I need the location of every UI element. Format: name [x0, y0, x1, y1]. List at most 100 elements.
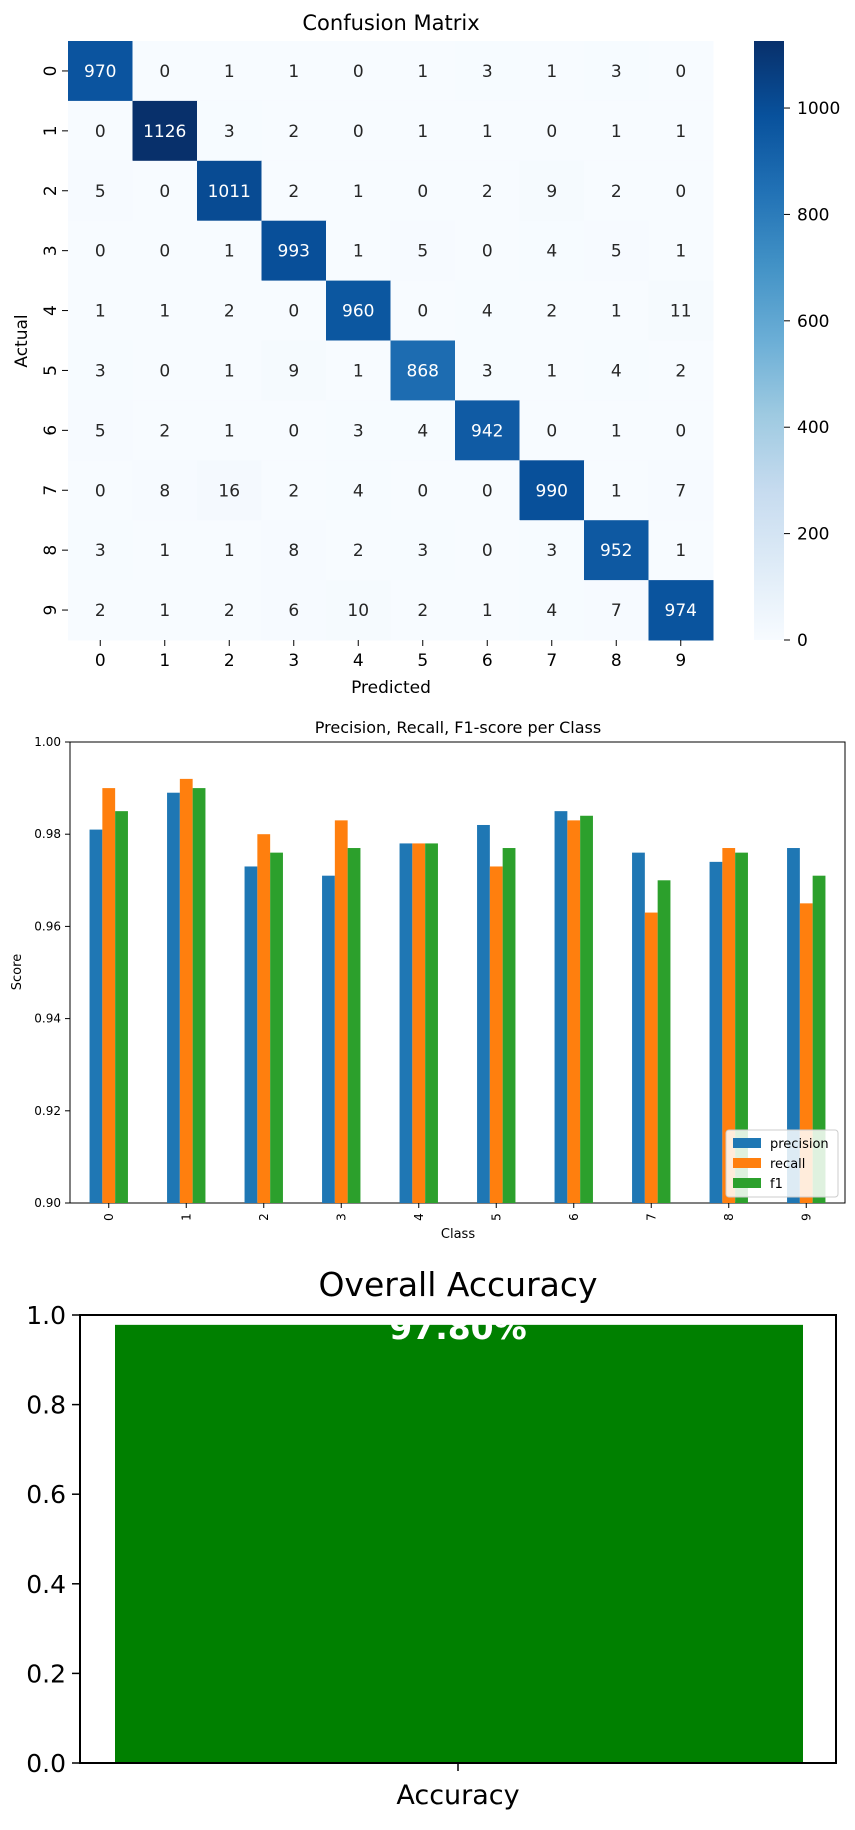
metrics-bar-recall [799, 903, 813, 1203]
cm-cell [390, 340, 456, 401]
cm-cell-label: 1 [353, 182, 364, 202]
cm-cell-label: 3 [546, 541, 557, 561]
cm-x-tick-label: 1 [159, 651, 170, 671]
cm-x-tick-label: 9 [675, 651, 686, 671]
accuracy-bar [115, 1324, 803, 1763]
cm-cell [390, 100, 456, 162]
cm-colorbar-tick-label: 200 [797, 525, 829, 545]
cm-colorbar [754, 41, 784, 640]
cm-cell [261, 100, 327, 162]
cm-x-label: Predicted [351, 678, 431, 698]
cm-cell-label: 952 [600, 541, 632, 561]
accuracy-y-tick-label: 0.2 [26, 1659, 66, 1688]
cm-cell-label: 1 [675, 242, 686, 262]
cm-cell [261, 160, 327, 222]
cm-cell [261, 340, 327, 401]
cm-cell-label: 2 [611, 182, 622, 202]
cm-cell [455, 41, 520, 102]
cm-cell [455, 160, 520, 222]
cm-cell-label: 16 [218, 481, 240, 501]
metrics-bar-recall [102, 788, 116, 1203]
cm-cell [68, 100, 133, 162]
cm-cell [519, 160, 585, 222]
accuracy-value-label: 97.80% [389, 1308, 526, 1347]
cm-cell [455, 100, 520, 162]
cm-cell-label: 0 [675, 62, 686, 82]
metrics-bar-recall [644, 912, 658, 1203]
metrics-bar-recall [257, 834, 271, 1203]
cm-cell-label: 0 [546, 421, 557, 441]
accuracy-y-tick-label: 0.6 [26, 1480, 66, 1509]
cm-cell-label: 0 [159, 361, 170, 381]
cm-cell [326, 220, 391, 282]
metrics-bar-precision [399, 843, 413, 1203]
metrics-bar-f1 [270, 852, 283, 1203]
cm-cell [519, 520, 585, 581]
metrics-y-tick-label: 0.92 [34, 1104, 61, 1118]
cm-cell-label: 1 [159, 601, 170, 621]
cm-cell-label: 942 [471, 421, 503, 441]
metrics-legend-swatch [733, 1138, 761, 1148]
cm-cell [455, 520, 520, 581]
cm-cell [197, 280, 262, 341]
metrics-bar-f1 [580, 815, 593, 1203]
cm-cell [197, 160, 262, 222]
metrics-title: Precision, Recall, F1-score per Class [315, 718, 601, 737]
cm-cell-label: 9 [546, 182, 557, 202]
accuracy-y-tick-label: 0.8 [26, 1391, 66, 1420]
metrics-bar-f1 [192, 788, 206, 1203]
cm-colorbar-tick-label: 0 [797, 631, 808, 651]
cm-cell [648, 100, 714, 162]
cm-cell [584, 460, 649, 521]
cm-cell [519, 41, 585, 102]
metrics-bar-recall [489, 866, 503, 1203]
cm-cell-label: 974 [665, 601, 697, 621]
cm-cell [68, 580, 133, 641]
cm-cell-label: 4 [546, 242, 557, 262]
cm-cell-label: 4 [482, 302, 493, 322]
cm-cell-label: 1011 [208, 182, 251, 202]
cm-cell [648, 400, 714, 461]
cm-cell [326, 580, 391, 641]
cm-x-tick-label: 5 [417, 651, 428, 671]
cm-cell [261, 41, 327, 102]
cm-cell-label: 0 [159, 182, 170, 202]
metrics-bar-precision [167, 792, 180, 1203]
cm-cell-label: 0 [159, 242, 170, 262]
cm-cell-label: 2 [95, 601, 106, 621]
metrics-bar-f1 [347, 848, 361, 1203]
cm-cell-label: 1126 [143, 122, 186, 142]
metrics-legend: precision recall f1 [725, 1129, 839, 1198]
cm-cell-label: 970 [84, 62, 116, 82]
metrics-x-ticks: 0 1 2 3 4 5 6 7 8 9 [102, 1203, 813, 1221]
cm-cell-label: 0 [675, 421, 686, 441]
metrics-legend-label: f1 [770, 1177, 783, 1192]
cm-cell-label: 1 [675, 541, 686, 561]
metrics-x-tick-label: 9 [799, 1213, 813, 1221]
cm-cell-label: 3 [95, 541, 106, 561]
cm-cell-label: 4 [353, 481, 364, 501]
metrics-bar-recall [334, 820, 348, 1203]
cm-cell-label: 1 [546, 62, 557, 82]
cm-cell [455, 220, 520, 282]
cm-cell-label: 3 [95, 361, 106, 381]
cm-cell-label: 1 [224, 62, 235, 82]
cm-cell-label: 0 [417, 302, 428, 322]
metrics-bar-precision [244, 866, 258, 1203]
cm-cell [390, 580, 456, 641]
cm-cell [648, 460, 714, 521]
cm-cell-label: 0 [482, 242, 493, 262]
cm-cell-label: 1 [159, 302, 170, 322]
cm-cell [455, 340, 520, 401]
cm-cell-label: 2 [546, 302, 557, 322]
metrics-x-tick-label: 2 [257, 1213, 271, 1221]
cm-cell-label: 10 [347, 601, 369, 621]
metrics-bar-f1 [735, 852, 748, 1203]
cm-cell-label: 1 [224, 361, 235, 381]
metrics-x-tick-label: 0 [102, 1213, 116, 1221]
accuracy-x-ticks: Accuracy [396, 1763, 520, 1811]
metrics-legend-label: precision [770, 1137, 829, 1152]
cm-cell [261, 520, 327, 581]
cm-cell [390, 460, 456, 521]
cm-cell-label: 1 [546, 361, 557, 381]
